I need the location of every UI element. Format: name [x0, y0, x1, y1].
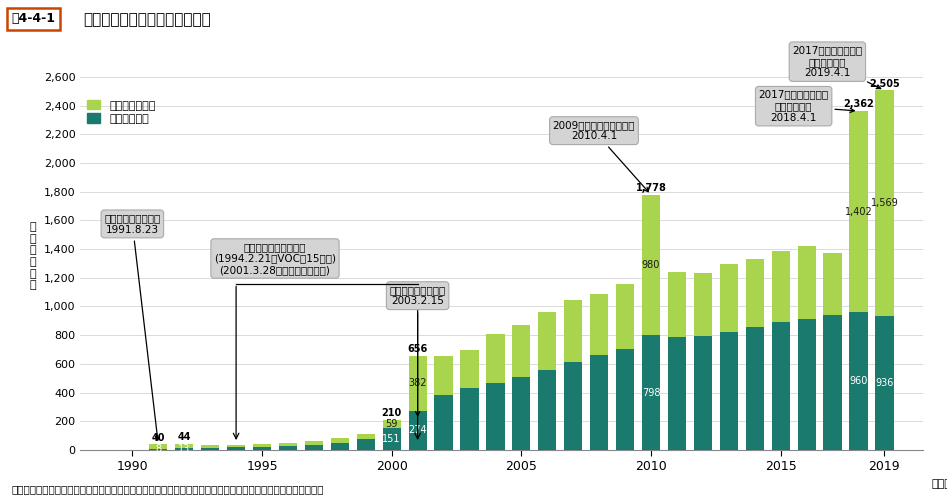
Bar [564, 300, 582, 362]
Bar [616, 284, 634, 349]
Bar [538, 370, 557, 450]
Text: 210: 210 [382, 408, 402, 418]
Bar [512, 377, 530, 450]
Bar [824, 252, 842, 315]
Bar [383, 428, 401, 450]
Text: 960: 960 [849, 376, 867, 386]
Bar [642, 195, 660, 336]
Bar [201, 446, 220, 448]
Bar [824, 315, 842, 450]
Bar [253, 447, 271, 450]
Text: 図4-4-1: 図4-4-1 [11, 12, 55, 26]
Bar [253, 444, 271, 447]
Bar [797, 318, 815, 450]
Bar [201, 448, 220, 450]
Bar [357, 434, 375, 438]
Text: 年度別の土壌汚染判明事例件数: 年度別の土壌汚染判明事例件数 [83, 12, 211, 28]
Bar [538, 312, 557, 370]
Text: 2,362: 2,362 [843, 100, 874, 110]
Text: 59: 59 [385, 419, 398, 429]
Bar [278, 443, 297, 446]
Bar [150, 449, 168, 450]
Text: 151: 151 [383, 434, 401, 444]
Bar [797, 246, 815, 318]
Bar [616, 349, 634, 450]
Text: 2009年改正法による施行
2010.4.1: 2009年改正法による施行 2010.4.1 [553, 120, 649, 192]
Bar [408, 410, 427, 450]
Bar [383, 420, 401, 428]
Text: 土壌環境基準項目追加
(1994.2.21　VOC等15項目)
(2001.3.28　ふっ素、ほう素): 土壌環境基準項目追加 (1994.2.21 VOC等15項目) (2001.3.… [214, 242, 336, 275]
Text: （年度）: （年度） [931, 478, 947, 488]
Text: 資料：環境省「令和元年度　土壌汚染対策法の施行状況及び土壌汚染状況調査・対策事例等に関する調査結果」: 資料：環境省「令和元年度 土壌汚染対策法の施行状況及び土壌汚染状況調査・対策事例… [11, 484, 324, 494]
Text: 382: 382 [408, 378, 427, 388]
Bar [278, 446, 297, 450]
Bar [460, 350, 478, 389]
Bar [849, 111, 867, 312]
Bar [720, 332, 738, 450]
Text: 1,569: 1,569 [870, 198, 899, 208]
Bar [668, 338, 686, 450]
Bar [408, 356, 427, 410]
Bar [305, 444, 323, 450]
Text: 2,505: 2,505 [869, 79, 900, 89]
Text: 936: 936 [875, 378, 894, 388]
Text: 798: 798 [642, 388, 660, 398]
Bar [849, 312, 867, 450]
Bar [357, 438, 375, 450]
Text: 656: 656 [407, 344, 428, 354]
Bar [772, 251, 790, 322]
Text: 1,402: 1,402 [845, 206, 872, 216]
Text: 40: 40 [152, 432, 165, 442]
Bar [227, 444, 245, 447]
Bar [227, 447, 245, 450]
Text: 土壌汚染対策法施行
2003.2.15: 土壌汚染対策法施行 2003.2.15 [389, 285, 446, 416]
Bar [772, 322, 790, 450]
Text: 274: 274 [408, 426, 427, 436]
Y-axis label: 調
査
事
例
件
数: 調 査 事 例 件 数 [29, 222, 36, 290]
Text: 13: 13 [178, 444, 190, 454]
Text: 2017年改正法による
第二段階施行
2019.4.1: 2017年改正法による 第二段階施行 2019.4.1 [793, 45, 881, 88]
Bar [694, 336, 712, 450]
Bar [512, 325, 530, 377]
Bar [487, 334, 505, 384]
Bar [875, 90, 894, 316]
Bar [150, 444, 168, 449]
Bar [305, 442, 323, 444]
Text: 980: 980 [642, 260, 660, 270]
Bar [175, 444, 193, 448]
Bar [694, 274, 712, 336]
Bar [331, 438, 348, 442]
Bar [668, 272, 686, 338]
Bar [745, 328, 764, 450]
Bar [875, 316, 894, 450]
Bar [720, 264, 738, 332]
Bar [435, 356, 453, 395]
Bar [460, 388, 478, 450]
Legend: 非超過事例件数, 超過事例件数: 非超過事例件数, 超過事例件数 [86, 99, 157, 125]
Bar [590, 294, 608, 356]
Bar [435, 395, 453, 450]
Bar [175, 448, 193, 450]
Bar [564, 362, 582, 450]
Text: 8: 8 [155, 444, 161, 454]
Bar [590, 356, 608, 450]
Text: 44: 44 [177, 432, 191, 442]
Text: 2017年改正法による
第一段階施行
2018.4.1: 2017年改正法による 第一段階施行 2018.4.1 [759, 90, 854, 123]
Bar [642, 336, 660, 450]
Bar [331, 442, 348, 450]
Text: 1,778: 1,778 [635, 183, 667, 193]
Text: 土壌環境基準の設定
1991.8.23: 土壌環境基準の設定 1991.8.23 [104, 213, 160, 440]
Bar [745, 259, 764, 328]
Bar [487, 384, 505, 450]
